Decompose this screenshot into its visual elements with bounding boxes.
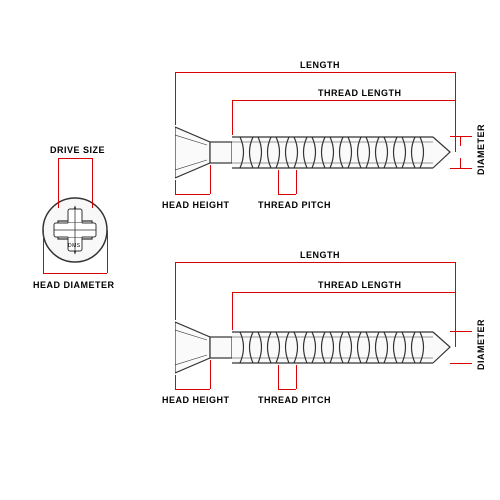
s2-threadlen-label: THREAD LENGTH xyxy=(318,280,402,290)
s2-length-label: LENGTH xyxy=(300,250,340,260)
s1-threadlen-label: THREAD LENGTH xyxy=(318,88,402,98)
screw-side-view-2 xyxy=(175,320,465,375)
s1-headheight-label: HEAD HEIGHT xyxy=(162,200,230,210)
s1-dia-ext-b xyxy=(460,158,461,168)
s1-dia-bot xyxy=(450,168,472,169)
s2-pitch-ext-r xyxy=(296,365,297,389)
s1-pitch-label: THREAD PITCH xyxy=(258,200,331,210)
s2-hh-ext-r xyxy=(210,360,211,389)
s1-pitch-dim xyxy=(278,194,296,195)
screw-side-view-1 xyxy=(175,125,465,180)
head-dia-dim-left xyxy=(43,230,44,273)
s1-length-label: LENGTH xyxy=(300,60,340,70)
head-top-view xyxy=(40,195,110,265)
drive-size-dim-right xyxy=(92,158,93,208)
s1-dia-ext-t xyxy=(460,136,461,146)
s2-diameter-label: DIAMETER xyxy=(476,319,486,370)
s2-length-dim xyxy=(175,262,455,263)
s1-pitch-ext-r xyxy=(296,170,297,194)
s1-hh-ext-r xyxy=(210,165,211,194)
s2-threadlen-dim xyxy=(232,292,455,293)
head-diameter-label: HEAD DIAMETER xyxy=(33,280,115,290)
s1-length-dim xyxy=(175,72,455,73)
s2-dia-top xyxy=(450,331,472,332)
s2-pitch-label: THREAD PITCH xyxy=(258,395,331,405)
s1-hh-dim xyxy=(175,194,210,195)
s2-pitch-dim xyxy=(278,389,296,390)
head-dia-dim-bottom xyxy=(43,273,107,274)
head-dia-dim-right xyxy=(107,230,108,273)
s2-dia-bot xyxy=(450,363,472,364)
s2-hh-dim xyxy=(175,389,210,390)
s1-threadlen-dim xyxy=(232,100,455,101)
s1-threadlen-ext-l xyxy=(232,100,233,135)
s2-pitch-ext-l xyxy=(278,365,279,389)
s1-length-ext-r xyxy=(455,72,456,152)
drive-size-label: DRIVE SIZE xyxy=(50,145,105,155)
s1-length-ext-l xyxy=(175,72,176,125)
s2-threadlen-ext-l xyxy=(232,292,233,330)
s2-headheight-label: HEAD HEIGHT xyxy=(162,395,230,405)
s1-diameter-label: DIAMETER xyxy=(476,124,486,175)
drive-size-dim-top xyxy=(58,158,92,159)
drive-size-dim-left xyxy=(58,158,59,208)
s2-length-ext-l xyxy=(175,262,176,320)
s1-pitch-ext-l xyxy=(278,170,279,194)
s1-dia-top xyxy=(450,136,472,137)
s2-hh-ext-l xyxy=(175,375,176,389)
dms-label: DMS xyxy=(68,243,81,249)
s1-hh-ext-l xyxy=(175,180,176,194)
s2-length-ext-r xyxy=(455,262,456,347)
